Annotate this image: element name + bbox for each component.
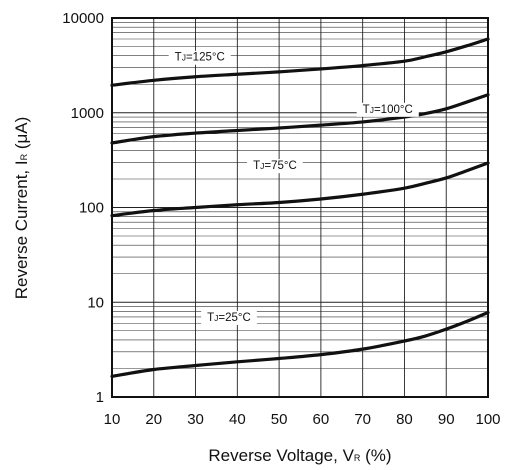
x-tick-label: 70 (354, 411, 371, 428)
y-axis-title: Reverse Current, IR (μA) (12, 117, 31, 300)
series-line-1 (112, 95, 488, 143)
x-tick-label: 100 (475, 411, 500, 428)
y-tick-label: 1000 (71, 105, 104, 122)
series-labels: TJ=125°C TJ=100°C TJ=75°C TJ=25°C (169, 51, 419, 325)
x-tick-label: 20 (145, 411, 162, 428)
y-tick-label: 10 (87, 294, 104, 311)
x-tick-label: 50 (271, 411, 288, 428)
series-label-3: TJ=25°C (207, 312, 251, 324)
series-label-2: TJ=75°C (253, 160, 297, 172)
series-line-0 (112, 39, 488, 85)
series-line-3 (112, 312, 488, 376)
x-tick-label: 60 (313, 411, 330, 428)
x-tick-label: 10 (104, 411, 121, 428)
x-tick-label: 80 (396, 411, 413, 428)
x-axis-title: Reverse Voltage, VR (%) (208, 446, 391, 465)
x-tick-label: 90 (438, 411, 455, 428)
y-tick-labels: 1 10 100 1000 10000 (62, 10, 104, 406)
grid-lines (112, 18, 488, 397)
series-label-0: TJ=125°C (175, 52, 225, 64)
series-label-1: TJ=100°C (363, 104, 413, 116)
y-tick-label: 10000 (62, 10, 104, 27)
x-tick-label: 40 (229, 411, 246, 428)
x-tick-labels: 10 20 30 40 50 60 70 80 90 100 (104, 411, 501, 428)
x-tick-label: 30 (187, 411, 204, 428)
y-tick-label: 100 (79, 200, 104, 217)
y-tick-label: 1 (96, 389, 104, 406)
